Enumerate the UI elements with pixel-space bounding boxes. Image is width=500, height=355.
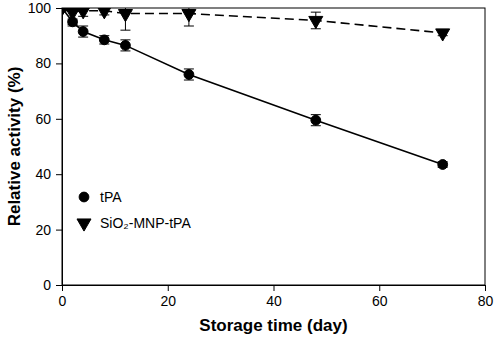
- x-tick-mark: [274, 285, 275, 291]
- series-line: [62, 8, 443, 165]
- data-point: [99, 35, 109, 45]
- y-tick-label: 20: [35, 222, 51, 238]
- x-tick: 80: [478, 285, 494, 309]
- data-point: [309, 16, 323, 28]
- data-point: [311, 115, 321, 125]
- y-tick-mark: [56, 174, 62, 175]
- error-bar-cap: [68, 26, 78, 27]
- data-point: [121, 41, 131, 51]
- error-bar-cap: [184, 26, 194, 27]
- x-tick: 20: [160, 285, 176, 309]
- data-point: [436, 29, 450, 41]
- error-bar: [311, 115, 321, 126]
- data-point: [438, 160, 448, 170]
- data-point: [76, 8, 90, 19]
- data-point: [182, 9, 196, 21]
- y-axis-line: [62, 9, 63, 286]
- y-tick-mark: [56, 285, 62, 286]
- plot-area: 0 20 40 60 80 0 20 40 60 80 100 tPA SiO₂-MNP-tPA: [28, 0, 494, 309]
- data-point: [97, 8, 111, 19]
- y-axis-title: Relative activity (%): [5, 67, 24, 227]
- x-tick-mark: [379, 285, 380, 291]
- legend-marker: [77, 219, 91, 231]
- y-tick: 100: [28, 0, 62, 16]
- legend-item: SiO₂-MNP-tPA: [77, 215, 191, 231]
- y-tick-label: 0: [43, 277, 51, 293]
- data-point: [184, 70, 194, 80]
- series: [62, 8, 450, 41]
- x-tick: 60: [372, 285, 388, 309]
- chart: 0 20 40 60 80 0 20 40 60 80 100 tPA SiO₂-MNP-tPA Stor…: [0, 0, 500, 355]
- data-point: [118, 9, 132, 21]
- x-axis: 0 20 40 60 80: [59, 285, 494, 309]
- x-tick-label: 80: [478, 293, 494, 309]
- error-bar-cap: [311, 12, 321, 13]
- y-tick-mark: [56, 63, 62, 64]
- y-tick-mark: [56, 8, 62, 9]
- y-tick: 60: [35, 111, 62, 127]
- error-bar-cap: [120, 30, 130, 31]
- x-tick-label: 20: [160, 293, 176, 309]
- error-bar: [78, 26, 88, 37]
- x-tick-label: 0: [59, 293, 67, 309]
- legend-label: SiO₂-MNP-tPA: [100, 215, 191, 231]
- y-tick-label: 40: [35, 166, 51, 182]
- data-layer: [62, 8, 450, 169]
- y-tick-label: 60: [35, 111, 51, 127]
- legend-item: tPA: [79, 189, 122, 205]
- legend: tPA SiO₂-MNP-tPA: [77, 189, 191, 231]
- data-point: [78, 27, 88, 37]
- x-tick-mark: [485, 285, 486, 291]
- y-tick: 40: [35, 166, 62, 182]
- legend-label: tPA: [100, 189, 122, 205]
- series-line: [62, 8, 443, 33]
- y-tick: 20: [35, 222, 62, 238]
- y-tick: 0: [43, 277, 62, 293]
- x-tick: 40: [266, 285, 282, 309]
- y-axis: 0 20 40 60 80 100: [28, 0, 63, 293]
- x-tick: 0: [59, 285, 67, 309]
- plot-frame: [62, 8, 485, 285]
- y-tick-label: 80: [35, 55, 51, 71]
- x-axis-title: Storage time (day): [199, 316, 347, 335]
- y-tick: 80: [35, 55, 62, 71]
- error-bar: [99, 36, 109, 44]
- y-tick-mark: [56, 230, 62, 231]
- x-tick-label: 60: [372, 293, 388, 309]
- y-tick-mark: [56, 119, 62, 120]
- x-tick-mark: [62, 285, 63, 291]
- y-tick-label: 100: [28, 0, 52, 16]
- series: [62, 8, 448, 169]
- error-bar: [120, 40, 130, 51]
- error-bar: [184, 69, 194, 80]
- legend-marker: [79, 192, 89, 202]
- x-tick-mark: [168, 285, 169, 291]
- x-tick-label: 40: [266, 293, 282, 309]
